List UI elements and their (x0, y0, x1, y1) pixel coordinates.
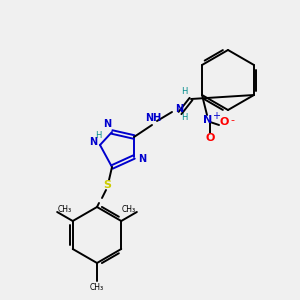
Text: H: H (181, 112, 187, 122)
Text: NH: NH (145, 113, 161, 123)
Text: N: N (103, 119, 111, 129)
Text: S: S (103, 180, 111, 190)
Text: CH₃: CH₃ (90, 284, 104, 292)
Text: CH₃: CH₃ (58, 206, 72, 214)
Text: N: N (175, 104, 183, 114)
Text: N: N (89, 137, 97, 147)
Text: N: N (138, 154, 146, 164)
Text: CH₃: CH₃ (122, 206, 136, 214)
Text: N: N (203, 115, 213, 125)
Text: O: O (219, 117, 229, 127)
Text: O: O (205, 133, 215, 143)
Text: +: + (212, 111, 220, 121)
Text: H: H (95, 130, 101, 140)
Text: H: H (181, 88, 187, 97)
Text: -: - (230, 115, 234, 125)
